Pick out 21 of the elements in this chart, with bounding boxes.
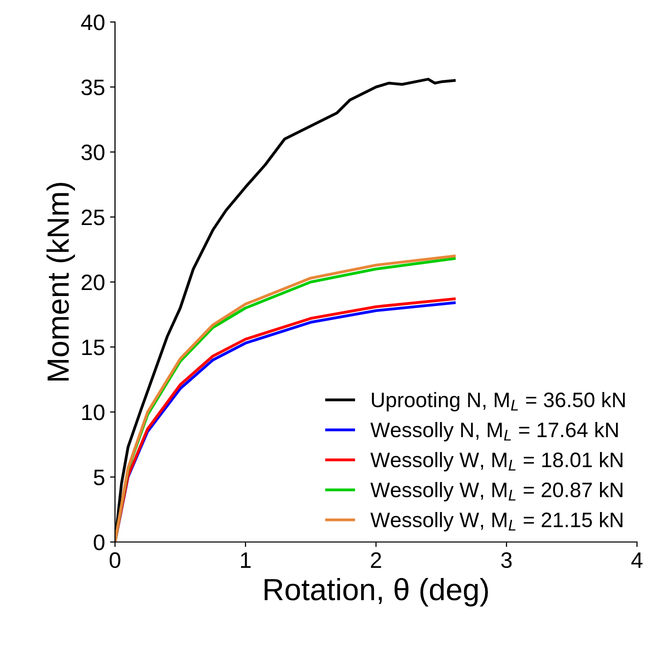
y-tick-label: 30 <box>81 144 104 160</box>
legend-label: Wessolly W, M$_{L}$ = 18.01 kN <box>370 452 622 472</box>
x-tick-label: 0 <box>110 552 120 568</box>
legend-label: Wessolly N, M$_{L}$ = 17.64 kN <box>370 422 618 442</box>
legend-label: Wessolly W, M$_{L}$ = 21.15 kN <box>370 512 622 532</box>
x-tick-label: 4 <box>631 552 643 568</box>
y-tick-label: 20 <box>82 274 104 290</box>
x-axis-title: Rotation, θ (deg) <box>264 578 488 606</box>
y-tick-label: 0 <box>94 534 104 550</box>
x-tick-label: 2 <box>370 552 382 568</box>
y-tick-label: 35 <box>81 80 104 96</box>
legend-label: Uprooting N, M$_{L}$ = 36.50 kN <box>372 392 625 412</box>
y-axis-title: Moment (kNm) <box>46 182 75 380</box>
y-tick-label: 25 <box>82 210 104 226</box>
y-tick-label: 5 <box>94 470 104 486</box>
y-tick-label: 40 <box>81 14 104 30</box>
x-tick-label: 3 <box>501 552 512 568</box>
y-tick-label: 15 <box>82 340 104 356</box>
legend-label: Wessolly W, M$_{L}$ = 20.87 kN <box>370 482 622 502</box>
y-tick-label: 10 <box>82 404 104 420</box>
x-tick-label: 1 <box>241 552 251 568</box>
